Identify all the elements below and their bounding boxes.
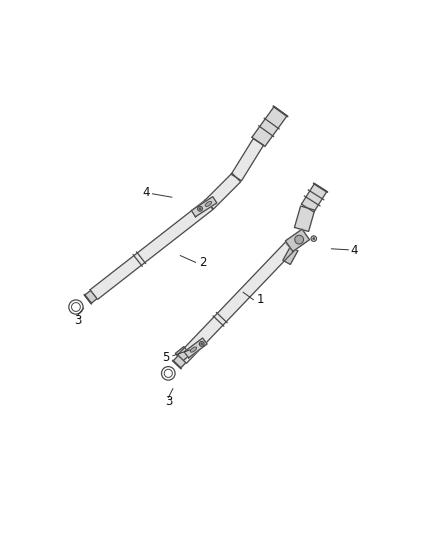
Polygon shape: [286, 240, 295, 250]
Circle shape: [201, 343, 203, 345]
Ellipse shape: [190, 347, 197, 352]
Polygon shape: [252, 107, 287, 147]
Polygon shape: [286, 229, 310, 252]
Polygon shape: [294, 206, 314, 231]
Polygon shape: [175, 346, 191, 361]
Text: 4: 4: [142, 187, 149, 199]
Circle shape: [313, 238, 315, 240]
Polygon shape: [173, 356, 186, 368]
Text: 4: 4: [350, 244, 358, 257]
Polygon shape: [191, 197, 217, 217]
Text: 1: 1: [256, 293, 264, 306]
Ellipse shape: [205, 201, 212, 206]
Polygon shape: [283, 247, 298, 264]
Polygon shape: [90, 200, 213, 300]
Polygon shape: [301, 184, 327, 212]
Polygon shape: [184, 338, 207, 358]
Polygon shape: [85, 290, 97, 303]
Text: 3: 3: [165, 395, 172, 408]
Polygon shape: [205, 173, 240, 209]
Text: 5: 5: [162, 351, 170, 364]
Polygon shape: [178, 239, 297, 364]
Text: 2: 2: [199, 256, 206, 269]
Circle shape: [199, 208, 201, 209]
Circle shape: [295, 235, 304, 244]
Text: 3: 3: [74, 313, 81, 327]
Polygon shape: [231, 139, 264, 181]
